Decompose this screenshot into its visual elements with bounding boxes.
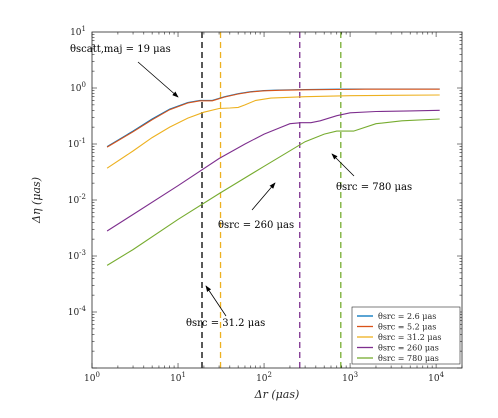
legend-label-1: θsrc = 5.2 μas [378,323,436,332]
y-tick-label: 10-4 [68,305,87,318]
annotation-label-3: θsrc = 31.2 μas [186,318,265,329]
series-line-4 [106,118,440,266]
annotation-arrow-3 [205,285,227,317]
y-tick-label: 10-1 [68,137,86,150]
legend-label-2: θsrc = 31.2 μas [378,333,441,342]
annotation-label-2: θsrc = 780 μas [336,182,412,193]
legend-label-0: θsrc = 2.6 μas [378,312,436,321]
legend-label-3: θsrc = 260 μas [378,344,439,353]
y-axis-label: Δη (μas) [30,177,43,224]
y-tick-label: 100 [70,81,86,94]
annotation-label-0: θscatt,maj = 19 μas [70,44,171,55]
x-tick-label: 104 [428,371,444,384]
series-line-2 [106,94,440,169]
annotation-label-1: θsrc = 260 μas [218,220,294,231]
x-tick-label: 101 [170,371,186,384]
y-tick-label: 10-2 [68,193,86,206]
x-axis-label: Δr (μas) [254,388,300,401]
series-line-1 [106,88,440,148]
series-line-3 [106,109,440,232]
annotation-arrow-0 [137,61,179,98]
y-tick-label: 101 [70,25,86,38]
x-tick-label: 100 [84,371,100,384]
annotation-arrow-2 [331,153,355,177]
y-tick-label: 10-3 [68,249,86,262]
annotation-arrow-1 [251,182,276,211]
x-tick-label: 102 [256,371,272,384]
legend-label-4: θsrc = 780 μas [378,354,439,363]
x-tick-label: 103 [342,371,358,384]
